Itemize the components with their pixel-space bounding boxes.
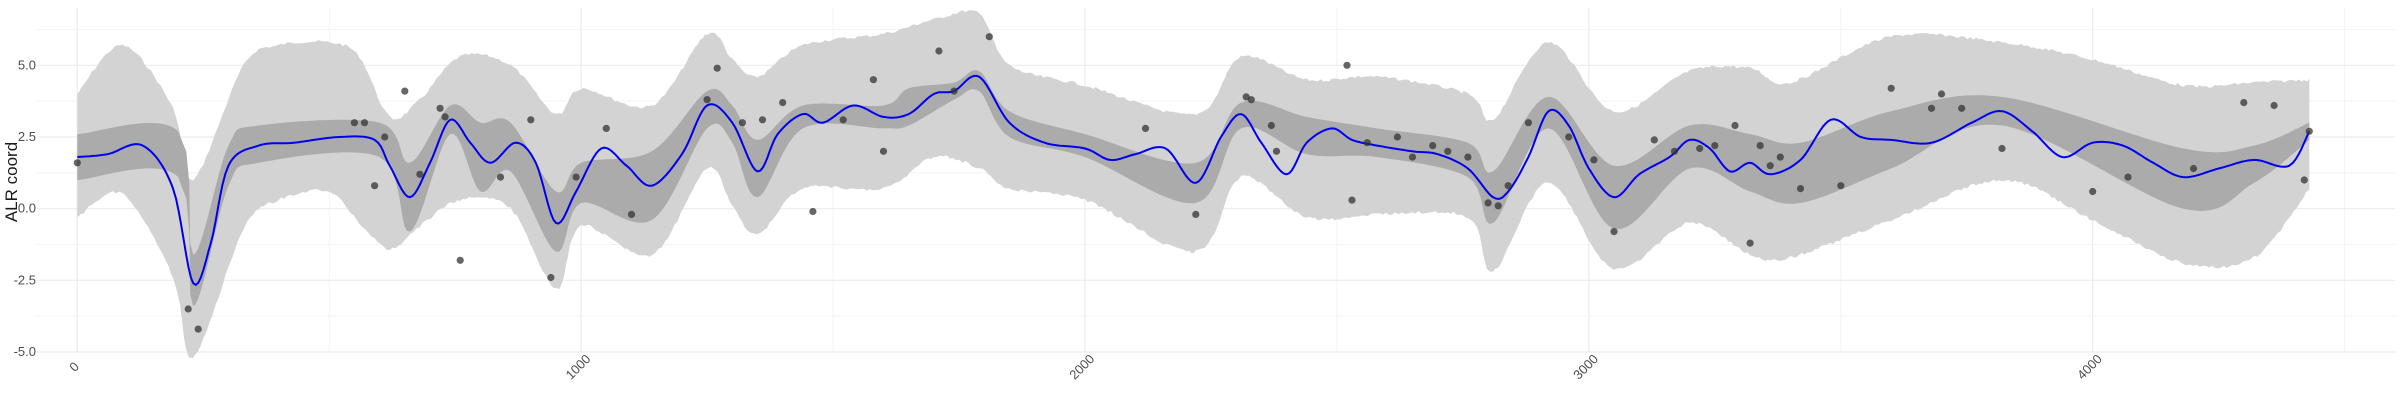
data-point [547,273,555,282]
data-point [496,173,505,181]
data-point [2270,101,2278,110]
data-point [194,325,202,333]
data-point [1650,136,1658,144]
data-point [2240,99,2248,107]
data-point [703,96,711,104]
data-point [2189,164,2198,173]
data-point [839,116,847,124]
y-tick-label: 0.0 [18,201,36,216]
y-tick-label: 5.0 [18,57,36,72]
data-point [371,182,379,190]
data-point [184,305,192,313]
points-layer [73,33,2313,333]
data-point [1267,121,1275,130]
data-point [1348,196,1356,204]
data-point [381,133,389,141]
data-point [1504,182,1512,190]
y-tick-label: 2.5 [18,129,36,144]
y-tick-label: -5.0 [14,344,36,359]
y-ticks: -5.0 -2.5 0.0 2.5 5.0 [14,57,36,359]
data-point [1796,185,1805,193]
data-point [1363,139,1371,147]
data-point [1429,142,1437,150]
data-point [1711,142,1719,150]
data-point [360,119,369,127]
data-point [869,76,878,84]
y-tick-label: -2.5 [14,272,36,287]
data-point [1408,153,1417,161]
data-point [1731,121,1739,130]
data-point [1776,153,1784,161]
data-point [935,47,943,55]
data-point [809,207,817,216]
data-point [441,113,449,121]
data-point [779,99,787,107]
data-point [1247,96,1255,104]
data-point [1272,147,1281,155]
data-point [1887,84,1895,92]
data-point [950,87,958,95]
data-point [1696,144,1704,153]
data-point [1766,162,1774,170]
data-point [1670,147,1679,155]
data-point [713,64,721,72]
mean-line [77,74,2311,287]
data-point [602,124,610,132]
data-point [1937,90,1946,98]
data-point [1565,133,1573,141]
data-point [350,119,358,127]
data-point [436,104,444,112]
y-axis-label: ALR coord [2,142,21,222]
data-point [879,147,888,155]
data-point [1464,153,1472,161]
data-point [401,87,409,95]
data-point [1343,61,1351,69]
data-point [416,170,424,178]
data-point [1746,239,1754,247]
data-point [2300,176,2308,184]
data-point [1484,199,1492,207]
mean-layer [77,74,2311,287]
data-point [1590,156,1598,164]
inner-band-area [77,70,2310,307]
data-point [1494,202,1502,210]
data-point [1524,119,1532,127]
data-point [1610,228,1618,236]
data-point [1927,104,1936,112]
data-point [1756,142,1764,150]
data-point [572,173,580,181]
data-point [738,119,747,127]
data-point [627,210,636,218]
data-point [1958,104,1966,112]
data-point [1998,144,2006,153]
data-point [1141,124,1150,132]
data-point [985,33,993,41]
data-point [1837,182,1845,190]
data-point [2305,127,2313,135]
data-point [73,159,81,167]
band-inner [77,70,2310,307]
data-point [1192,210,1200,218]
data-point [1393,133,1401,141]
data-point [758,116,767,124]
data-point [2124,173,2132,181]
data-point [527,116,535,124]
data-point [1444,147,1452,155]
data-point [2089,187,2097,196]
data-point [456,256,464,264]
